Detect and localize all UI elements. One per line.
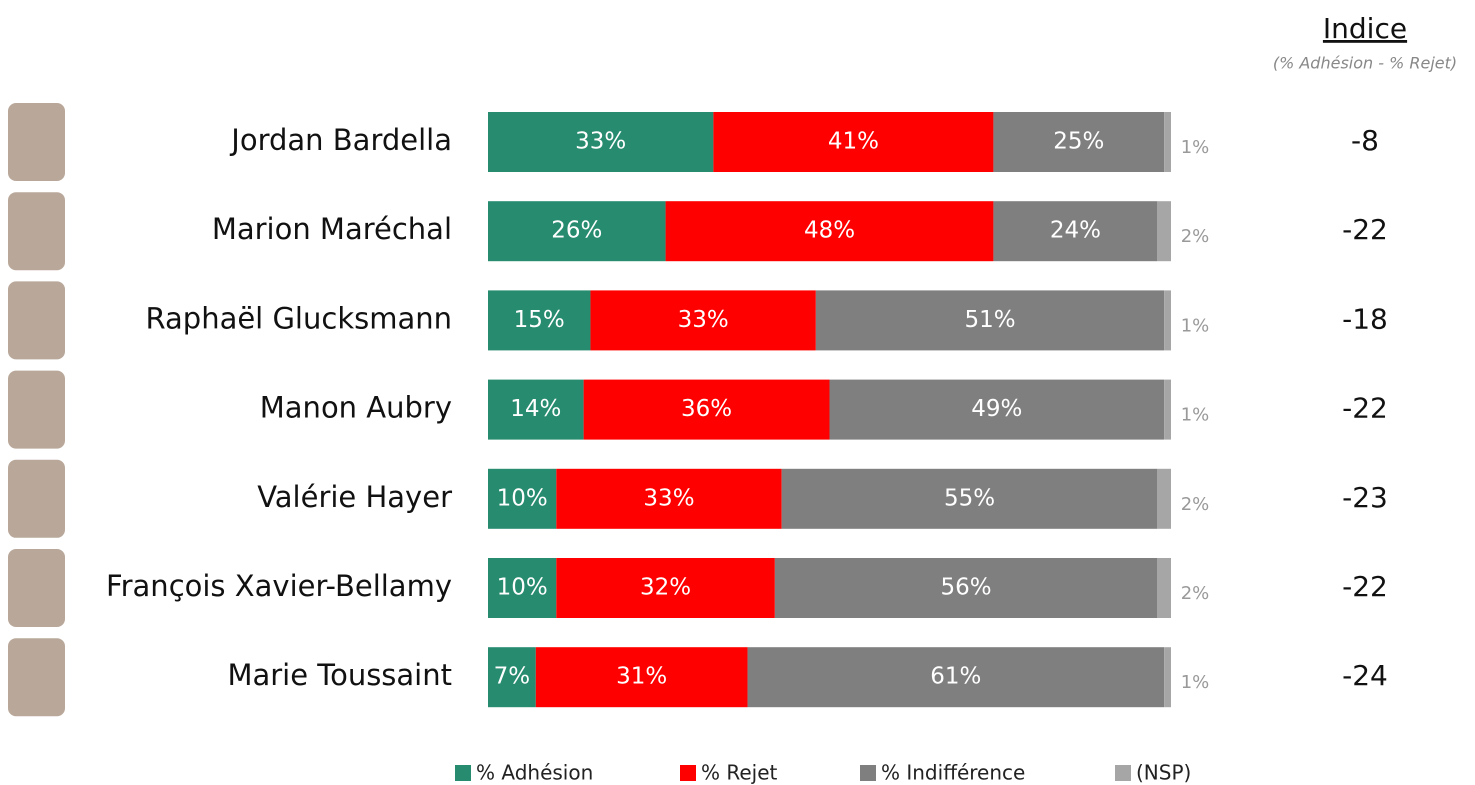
value-label: 25%	[1053, 129, 1104, 155]
value-label: 49%	[971, 396, 1022, 422]
bar-segment	[781, 468, 1158, 529]
bar-segment	[1164, 647, 1171, 708]
legend-label: % Indifférence	[881, 761, 1025, 785]
value-label: 10%	[497, 575, 548, 601]
indice-value: -23	[1342, 481, 1388, 514]
value-label: 26%	[551, 218, 602, 244]
legend-label: (NSP)	[1136, 761, 1191, 785]
y-tick-label: Jordan Bardella	[229, 123, 452, 157]
legend-swatch	[680, 765, 696, 781]
value-label: 2%	[1181, 494, 1210, 515]
value-label: 33%	[678, 307, 729, 333]
legend-label: % Rejet	[701, 761, 778, 785]
indice-value: -8	[1351, 124, 1379, 157]
value-label: 56%	[941, 575, 992, 601]
value-label: 33%	[643, 485, 694, 511]
bar-segment	[488, 290, 591, 351]
indice-value: -24	[1342, 659, 1388, 692]
legend-swatch	[455, 765, 471, 781]
bar-segment	[815, 290, 1165, 351]
bar-segment	[583, 379, 830, 440]
bar-segment	[488, 201, 666, 262]
value-label: 1%	[1181, 315, 1210, 336]
y-tick-label: Raphaël Glucksmann	[146, 301, 453, 335]
y-tick-label: François Xavier-Bellamy	[106, 569, 452, 603]
bar-segment	[829, 379, 1165, 440]
value-label: 48%	[804, 218, 855, 244]
y-tick-label: Marie Toussaint	[227, 658, 452, 692]
value-label: 1%	[1181, 672, 1210, 693]
y-tick-label: Marion Maréchal	[212, 212, 452, 246]
bar-segment	[590, 290, 816, 351]
value-label: 2%	[1181, 226, 1210, 247]
indice-value: -22	[1342, 392, 1388, 425]
bar-segment	[1164, 112, 1171, 172]
bar-segment	[993, 112, 1165, 172]
bar-segment	[488, 647, 536, 708]
value-label: 51%	[964, 307, 1015, 333]
bar-segment	[1164, 290, 1171, 351]
indice-value: -22	[1342, 570, 1388, 603]
indice-value: -18	[1342, 302, 1388, 335]
y-tick-label: Valérie Hayer	[257, 480, 452, 514]
photo	[8, 459, 65, 538]
bar-segment	[488, 379, 584, 440]
value-label: 41%	[828, 129, 879, 155]
value-label: 33%	[575, 129, 626, 155]
photo	[8, 549, 65, 627]
legend-swatch	[1115, 765, 1131, 781]
bar-segment	[1164, 379, 1171, 440]
value-label: 61%	[930, 664, 981, 690]
legend-label: % Adhésion	[476, 761, 593, 785]
bar-segment	[556, 558, 775, 618]
bar-segment	[993, 201, 1158, 262]
bar-segment	[713, 112, 994, 172]
photo	[8, 281, 65, 360]
value-label: 14%	[510, 396, 561, 422]
bar-segment	[665, 201, 994, 262]
photo	[8, 192, 65, 271]
indice-value: -22	[1342, 213, 1388, 246]
bar-segment	[488, 112, 714, 172]
indice-subtitle: (% Adhésion - % Rejet)	[1273, 54, 1457, 73]
value-label: 1%	[1181, 137, 1210, 158]
value-label: 24%	[1050, 218, 1101, 244]
bar-segment	[774, 558, 1158, 618]
photo	[8, 103, 65, 181]
bar-segment	[488, 558, 557, 618]
bar-segment	[535, 647, 748, 708]
value-label: 31%	[616, 664, 667, 690]
value-label: 2%	[1181, 583, 1210, 604]
y-tick-label: Manon Aubry	[260, 391, 452, 425]
photo	[8, 370, 65, 449]
value-label: 7%	[494, 664, 531, 690]
value-label: 36%	[681, 396, 732, 422]
legend-swatch	[860, 765, 876, 781]
photo	[8, 638, 65, 717]
indice-title: Indice	[1323, 12, 1407, 45]
bar-segment	[1157, 201, 1171, 262]
bar-segment	[1157, 468, 1171, 529]
bar-segment	[1157, 558, 1171, 618]
value-label: 1%	[1181, 405, 1210, 426]
value-label: 10%	[497, 485, 548, 511]
value-label: 15%	[514, 307, 565, 333]
value-label: 32%	[640, 575, 691, 601]
bar-segment	[488, 468, 557, 529]
bar-segment	[747, 647, 1165, 708]
bar-segment	[556, 468, 782, 529]
value-label: 55%	[944, 485, 995, 511]
